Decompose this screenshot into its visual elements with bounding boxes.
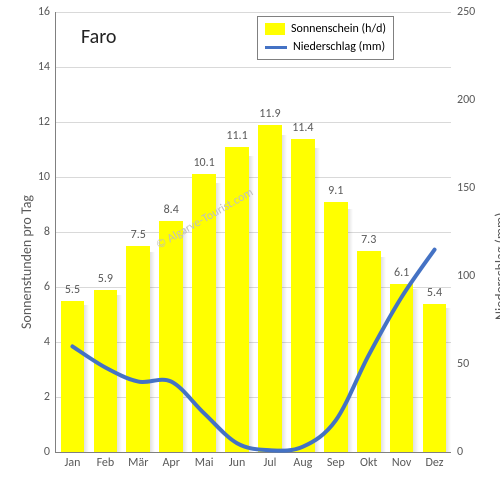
xtick: Okt bbox=[360, 452, 377, 470]
y-axis-right-label: Niederschlag (mm) bbox=[492, 213, 500, 320]
xtick: Aug bbox=[293, 452, 312, 470]
precipitation-line bbox=[56, 12, 451, 452]
ytick-left: 10 bbox=[38, 170, 56, 184]
line-path bbox=[72, 250, 434, 451]
xtick: Jun bbox=[229, 452, 245, 470]
xtick: Sep bbox=[327, 452, 345, 470]
ytick-left: 14 bbox=[38, 60, 56, 74]
xtick: Jan bbox=[65, 452, 81, 470]
xtick: Mär bbox=[128, 452, 148, 470]
ytick-right: 100 bbox=[451, 269, 475, 283]
ytick-left: 4 bbox=[44, 335, 56, 349]
ytick-right: 50 bbox=[451, 357, 469, 371]
y-axis-left-label: Sonnenstunden pro Tag bbox=[18, 195, 35, 329]
xtick: Jul bbox=[264, 452, 277, 470]
line-swatch bbox=[265, 46, 287, 49]
legend-item-bar: Sonnenschein (h/d) bbox=[265, 20, 386, 38]
ytick-left: 6 bbox=[44, 280, 56, 294]
ytick-right: 0 bbox=[451, 445, 463, 459]
xtick: Nov bbox=[392, 452, 411, 470]
legend-bar-label: Sonnenschein (h/d) bbox=[291, 22, 386, 36]
legend-item-line: Niederschlag (mm) bbox=[265, 38, 386, 56]
xtick: Apr bbox=[162, 452, 179, 470]
xtick: Mai bbox=[195, 452, 214, 470]
xtick: Dez bbox=[426, 452, 444, 470]
ytick-right: 200 bbox=[451, 93, 475, 107]
ytick-right: 250 bbox=[451, 5, 475, 19]
climate-chart: 02468101214160501001502002505.5Jan5.9Feb… bbox=[0, 0, 500, 500]
xtick: Feb bbox=[97, 452, 115, 470]
chart-title: Faro bbox=[75, 24, 122, 50]
legend-line-label: Niederschlag (mm) bbox=[293, 40, 385, 54]
ytick-left: 0 bbox=[44, 445, 56, 459]
ytick-left: 16 bbox=[38, 5, 56, 19]
plot-area: 02468101214160501001502002505.5Jan5.9Feb… bbox=[55, 12, 451, 453]
ytick-left: 8 bbox=[44, 225, 56, 239]
ytick-left: 2 bbox=[44, 390, 56, 404]
legend: Sonnenschein (h/d) Niederschlag (mm) bbox=[257, 16, 394, 60]
ytick-right: 150 bbox=[451, 181, 475, 195]
bar-swatch bbox=[265, 23, 285, 35]
ytick-left: 12 bbox=[38, 115, 56, 129]
